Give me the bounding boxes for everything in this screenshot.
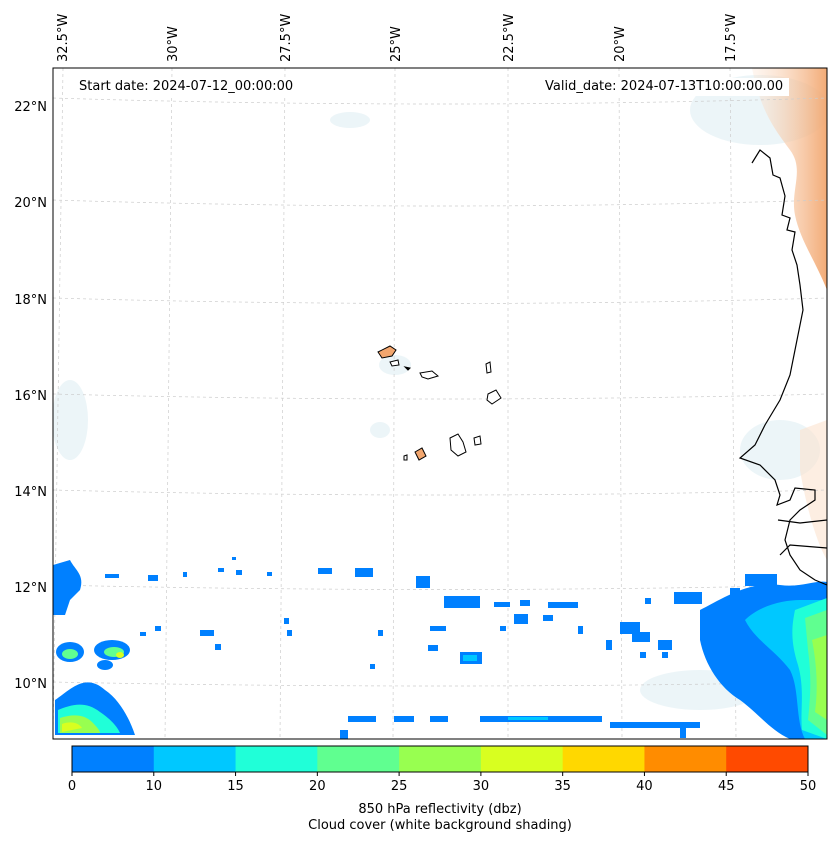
colorbar-segment xyxy=(153,746,237,772)
cape-verde-islands xyxy=(377,345,502,461)
colorbar-segment xyxy=(562,746,645,772)
lat-label: 20°N xyxy=(14,196,47,211)
colorbar-segment xyxy=(399,746,482,772)
colorbar: 0 10 15 20 25 30 35 40 45 50 xyxy=(68,745,817,794)
lon-label: 17.5°W xyxy=(724,14,739,62)
colorbar-label: 850 hPa reflectivity (dbz) xyxy=(358,802,522,817)
map-frame xyxy=(52,67,828,740)
lat-label: 12°N xyxy=(14,581,47,596)
colorbar-segment xyxy=(726,746,809,772)
lon-label: 25°W xyxy=(389,26,404,62)
colorbar-tick-label: 35 xyxy=(554,779,571,794)
colorbar-tick-label: 10 xyxy=(146,779,163,794)
colorbar-segment xyxy=(480,746,564,772)
colorbar-tick-label: 20 xyxy=(309,779,326,794)
colorbar-tick-label: 25 xyxy=(391,779,408,794)
reflectivity-contours xyxy=(53,557,827,739)
longitude-labels: 32.5°W 30°W 27.5°W 25°W 22.5°W 20°W 17.5… xyxy=(56,14,739,62)
colorbar-frame xyxy=(71,745,809,773)
valid-date-label: Valid_date: 2024-07-13T10:00:00.00 xyxy=(539,78,790,96)
coastline-west-africa xyxy=(738,149,827,586)
latitude-labels: 22°N 20°N 18°N 16°N 14°N 12°N 10°N xyxy=(14,100,47,692)
lon-label: 32.5°W xyxy=(56,14,71,62)
colorbar-tick-label: 45 xyxy=(718,779,735,794)
lon-label: 22.5°W xyxy=(502,14,517,62)
colorbar-segment xyxy=(72,746,155,772)
lat-label: 16°N xyxy=(14,389,47,404)
lon-label: 27.5°W xyxy=(279,14,294,62)
colorbar-tick-label: 15 xyxy=(227,779,244,794)
lat-label: 14°N xyxy=(14,485,47,500)
lat-label: 22°N xyxy=(14,100,47,115)
colorbar-tick-label: 0 xyxy=(68,779,76,794)
colorbar-segment xyxy=(235,746,318,772)
colorbar-segment xyxy=(644,746,727,772)
colorbar-tick-label: 40 xyxy=(636,779,653,794)
lat-label: 10°N xyxy=(14,677,47,692)
lon-label: 20°W xyxy=(613,26,628,62)
colorbar-sublabel: Cloud cover (white background shading) xyxy=(308,818,572,833)
lon-label: 30°W xyxy=(166,26,181,62)
start-date-label: Start date: 2024-07-12_00:00:00 xyxy=(73,78,300,96)
colorbar-segment xyxy=(317,746,400,772)
colorbar-tick-label: 30 xyxy=(473,779,490,794)
colorbar-tick-label: 50 xyxy=(800,779,817,794)
lat-label: 18°N xyxy=(14,293,47,308)
